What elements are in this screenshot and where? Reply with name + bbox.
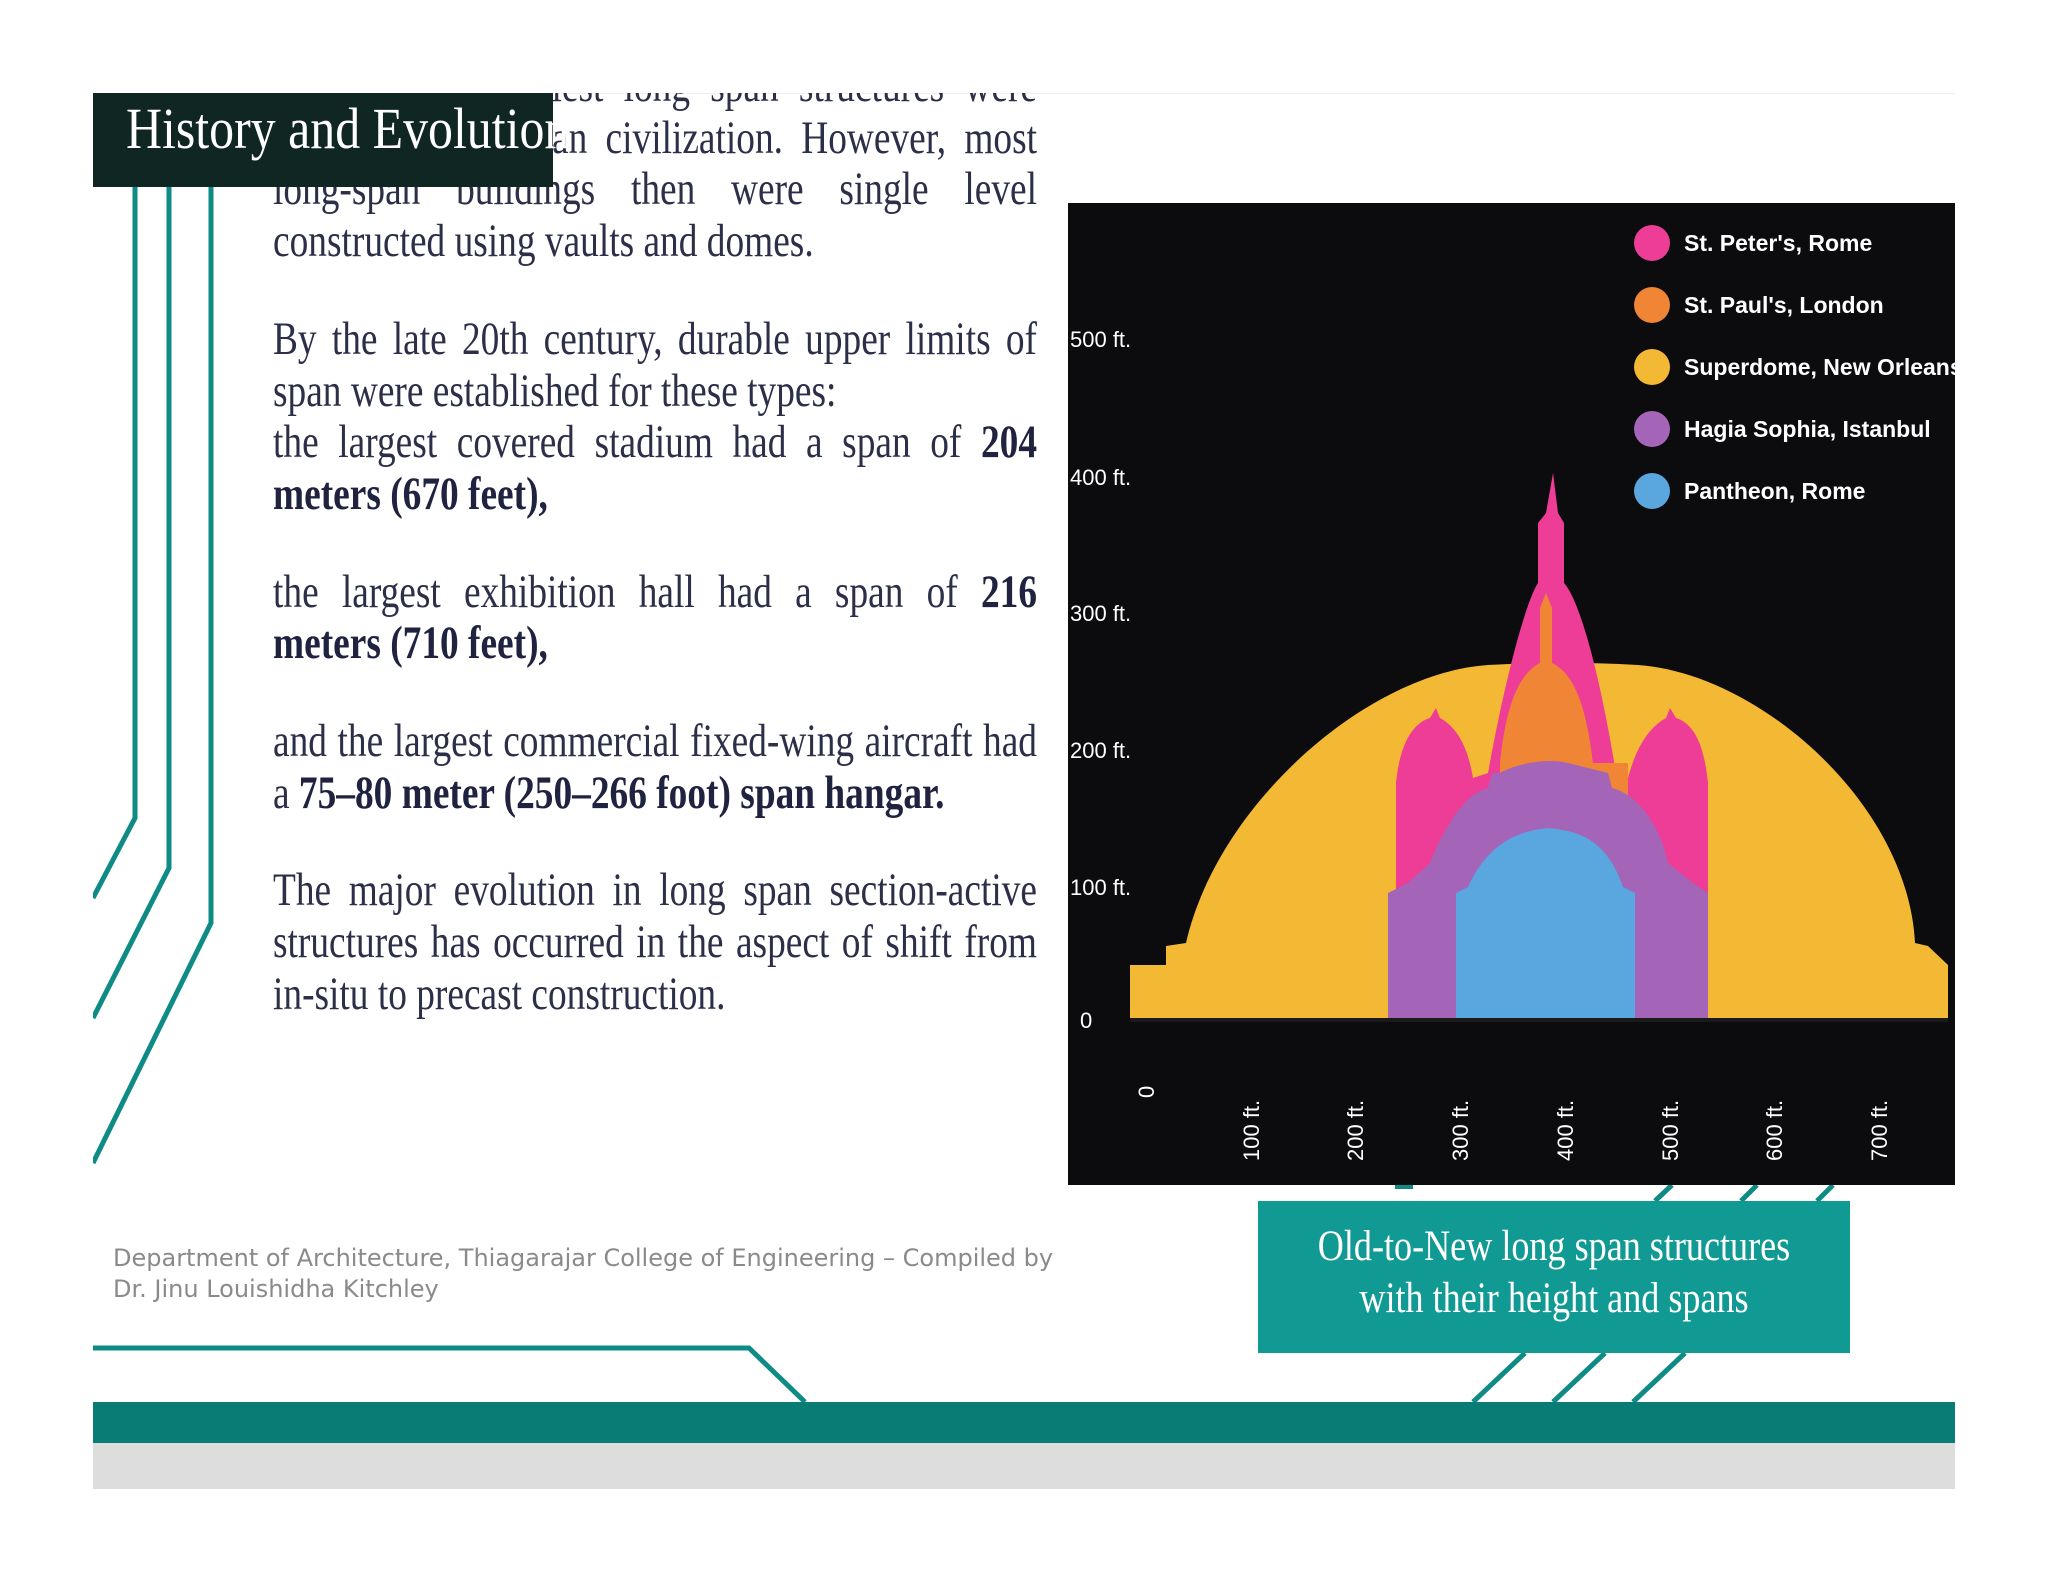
emphasis-text: 216 meters (710 feet), [273,565,1037,670]
body-paragraph: The major evolution in long span section… [273,865,1037,1020]
bottom-gray-strip [93,1443,1955,1489]
footer-credit: Department of Architecture, Thiagarajar … [113,1243,1213,1305]
y-tick: 300 ft. [1070,601,1131,626]
paragraph-gap [273,819,1037,865]
paragraph-text: By the late 20th century, durable upper … [273,312,1037,417]
x-tick: 100 ft. [1239,1100,1264,1161]
y-tick: 200 ft. [1070,738,1131,763]
x-tick: 300 ft. [1448,1100,1473,1161]
emphasis-text: 75–80 meter (250–266 foot) span hangar. [298,766,945,819]
x-tick: 700 ft. [1867,1100,1892,1161]
body-paragraph: and the largest commercial fixed-wing ai… [273,715,1037,819]
legend-swatch-hagia-sophia [1634,411,1670,447]
y-tick: 0 [1080,1008,1092,1033]
x-tick: 400 ft. [1553,1100,1578,1161]
slide: Some of the earliest long span structure… [93,93,1955,1489]
caption-line-1: Old-to-New long span structures [1317,1223,1791,1270]
legend-label: Pantheon, Rome [1684,478,1865,504]
paragraph-gap [273,670,1037,716]
decorative-lines [93,183,1835,1404]
figure-caption: Old-to-New long span structures with the… [1258,1201,1850,1353]
y-tick: 500 ft. [1070,327,1131,352]
legend: St. Peter's, Rome St. Paul's, London Sup… [1634,225,1955,509]
legend-swatch-pantheon [1634,473,1670,509]
legend-label: Hagia Sophia, Istanbul [1684,416,1931,442]
span-comparison-figure: 0 100 ft. 200 ft. 300 ft. 400 ft. 500 ft… [1068,203,1955,1185]
x-tick: 0 [1134,1086,1159,1098]
legend-swatch-superdome [1634,349,1670,385]
bottom-navigation-bar [93,1402,1955,1443]
structures-silhouette-diagram: 0 100 ft. 200 ft. 300 ft. 400 ft. 500 ft… [1070,225,1955,1161]
x-tick: 200 ft. [1343,1100,1368,1161]
body-paragraph: the largest exhibition hall had a span o… [273,565,1037,670]
slide-title: History and Evolution [126,96,570,161]
paragraph-text: the largest exhibition hall had a span o… [273,565,981,618]
paragraph-text: the largest covered stadium had a span o… [273,416,981,469]
y-axis-ticks: 0 100 ft. 200 ft. 300 ft. 400 ft. 500 ft… [1070,327,1131,1033]
x-tick: 500 ft. [1658,1100,1683,1161]
x-tick: 600 ft. [1762,1100,1787,1161]
title-bar: History and Evolution [93,93,569,187]
paragraph-gap [273,521,1037,567]
x-axis-ticks: 0 100 ft. 200 ft. 300 ft. 400 ft. 500 ft… [1134,1086,1892,1161]
body-paragraph: By the late 20th century, durable upper … [273,312,1037,417]
credit-line-1: Department of Architecture, Thiagarajar … [113,1244,1054,1272]
emphasis-text: 204 meters (670 feet), [273,416,1037,520]
legend-label: St. Paul's, London [1684,292,1884,318]
legend-swatch-st-peters [1634,225,1670,261]
body-text: Some of the earliest long span structure… [273,93,1037,1021]
pantheon-silhouette [1456,828,1635,1020]
paragraph-gap [273,268,1037,314]
body-paragraph: the largest covered stadium had a span o… [273,416,1037,520]
y-tick: 100 ft. [1070,875,1131,900]
legend-label: St. Peter's, Rome [1684,230,1872,256]
top-divider [93,93,1955,94]
caption-line-2: with their height and spans [1359,1275,1749,1322]
credit-line-2: Dr. Jinu Louishidha Kitchley [113,1275,439,1303]
legend-swatch-st-pauls [1634,287,1670,323]
y-tick: 400 ft. [1070,465,1131,490]
paragraph-text: and the largest commercial fixed-wing ai… [273,715,1037,819]
legend-label: Superdome, New Orleans [1684,354,1955,380]
paragraph-text: The major evolution in long span section… [273,864,1037,1020]
